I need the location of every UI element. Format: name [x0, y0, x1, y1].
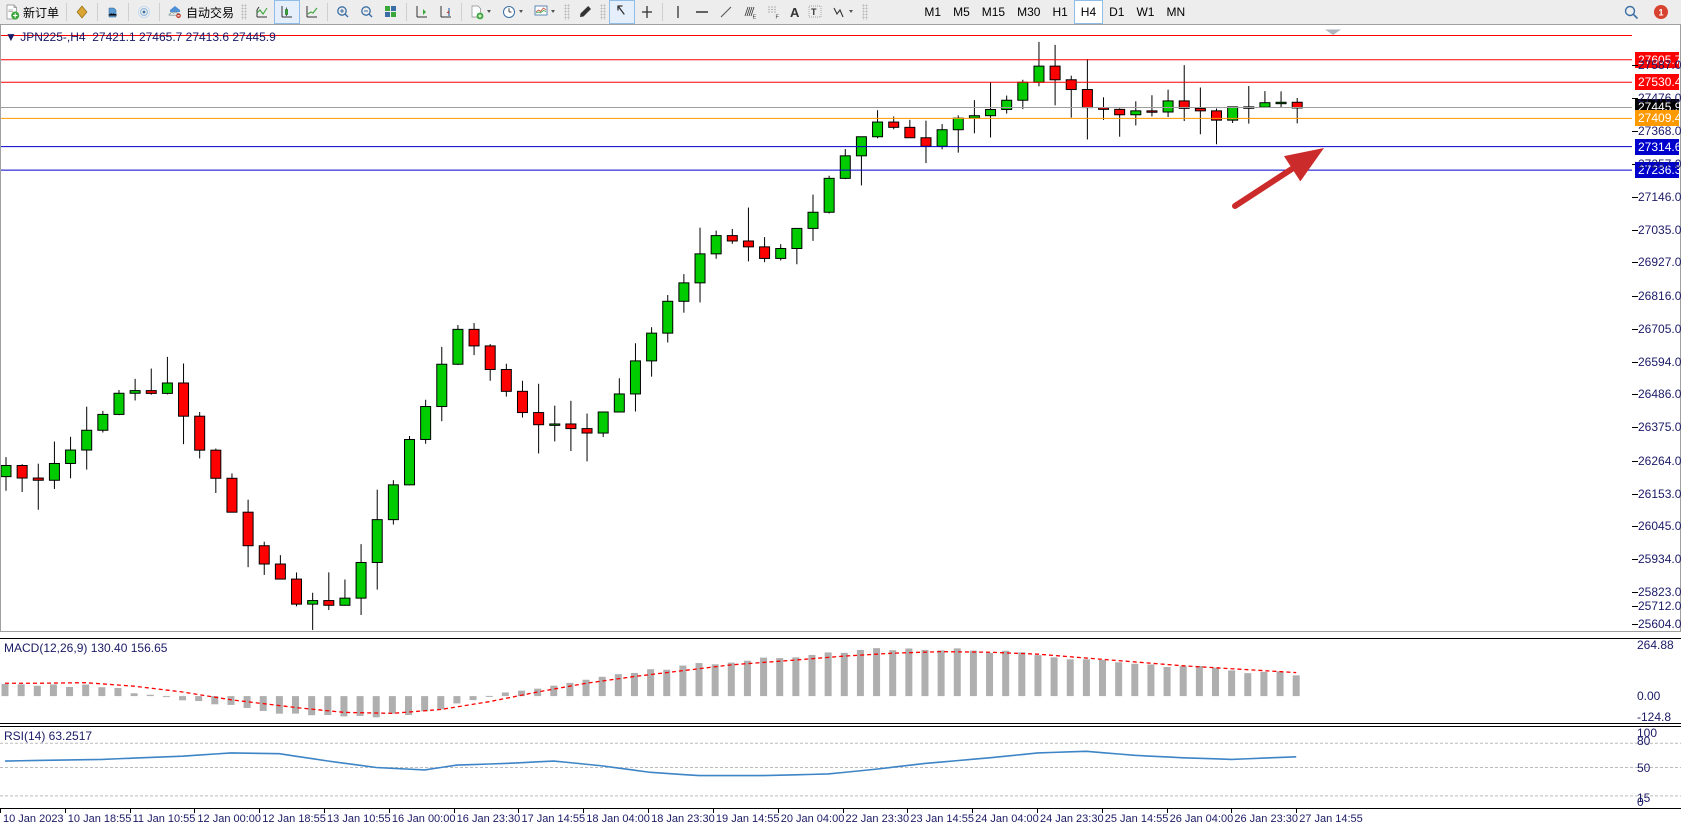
- svg-text:F: F: [776, 15, 780, 21]
- svg-text:1: 1: [1658, 8, 1663, 18]
- svg-text:E: E: [753, 15, 757, 21]
- svg-text:T: T: [811, 7, 817, 17]
